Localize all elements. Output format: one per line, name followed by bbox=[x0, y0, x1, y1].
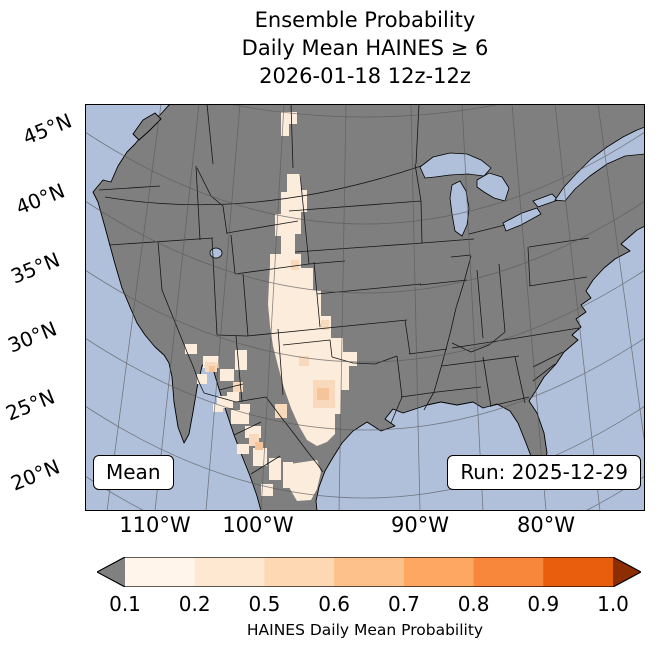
colorbar-segment-1 bbox=[125, 557, 195, 587]
colorbar-caption: HAINES Daily Mean Probability bbox=[246, 621, 484, 639]
colorbar-over-arrow bbox=[613, 557, 641, 587]
colorbar-segment-2 bbox=[194, 557, 265, 587]
figure-title: Ensemble Probability Daily Mean HAINES ≥… bbox=[85, 6, 645, 90]
lon-tick-90w: 90°W bbox=[391, 513, 449, 537]
colorbar-segment-7 bbox=[543, 557, 613, 587]
lon-tick-100w: 100°W bbox=[222, 513, 294, 537]
map-canvas bbox=[85, 104, 645, 511]
state-borders bbox=[98, 104, 590, 475]
title-line-2: Daily Mean HAINES ≥ 6 bbox=[241, 36, 489, 60]
lat-tick-20n: 20°N bbox=[7, 454, 64, 496]
map-frame bbox=[85, 104, 645, 511]
colorbar-tick-0.6: 0.6 bbox=[318, 592, 350, 616]
inland-waters bbox=[209, 126, 645, 259]
lake-michigan bbox=[449, 180, 470, 237]
colorbar-segment-6 bbox=[473, 557, 544, 587]
lon-tick-80w: 80°W bbox=[517, 513, 575, 537]
title-line-1: Ensemble Probability bbox=[254, 8, 476, 32]
gulf-of-st-lawrence bbox=[554, 126, 645, 202]
colorbar-tick-0.5: 0.5 bbox=[248, 592, 281, 616]
colorbar-tick-0.2: 0.2 bbox=[178, 592, 211, 616]
lat-tick-35n: 35°N bbox=[7, 247, 64, 289]
colorbar-tick-row: 0.1 0.2 0.5 0.6 0.7 0.8 0.9 1.0 bbox=[97, 592, 641, 616]
mean-statistic-box: Mean bbox=[93, 455, 174, 490]
colorbar-segment-4 bbox=[334, 557, 405, 587]
vancouver-island bbox=[132, 112, 162, 141]
colorbar-tick-0.1: 0.1 bbox=[109, 592, 141, 616]
colorbar-under-arrow bbox=[97, 557, 125, 587]
colorbar-tick-0.7: 0.7 bbox=[387, 592, 420, 616]
title-line-3: 2026-01-18 12z-12z bbox=[259, 64, 471, 88]
graticule bbox=[85, 104, 645, 511]
colorbar-tick-0.9: 0.9 bbox=[527, 592, 560, 616]
colorbar-tick-0.8: 0.8 bbox=[457, 592, 490, 616]
lat-tick-25n: 25°N bbox=[2, 384, 59, 426]
colorbar-tick-1.0: 1.0 bbox=[597, 592, 629, 616]
lat-tick-40n: 40°N bbox=[12, 178, 69, 220]
lake-superior bbox=[419, 152, 492, 179]
great-salt-lake bbox=[209, 247, 223, 259]
colorbar-segment-5 bbox=[403, 557, 474, 587]
colorbar bbox=[97, 557, 641, 587]
lat-tick-30n: 30°N bbox=[4, 316, 61, 358]
lon-tick-110w: 110°W bbox=[119, 513, 191, 537]
lat-tick-45n: 45°N bbox=[19, 108, 76, 150]
colorbar-segment-3 bbox=[264, 557, 335, 587]
run-date-box: Run: 2025-12-29 bbox=[447, 455, 641, 490]
